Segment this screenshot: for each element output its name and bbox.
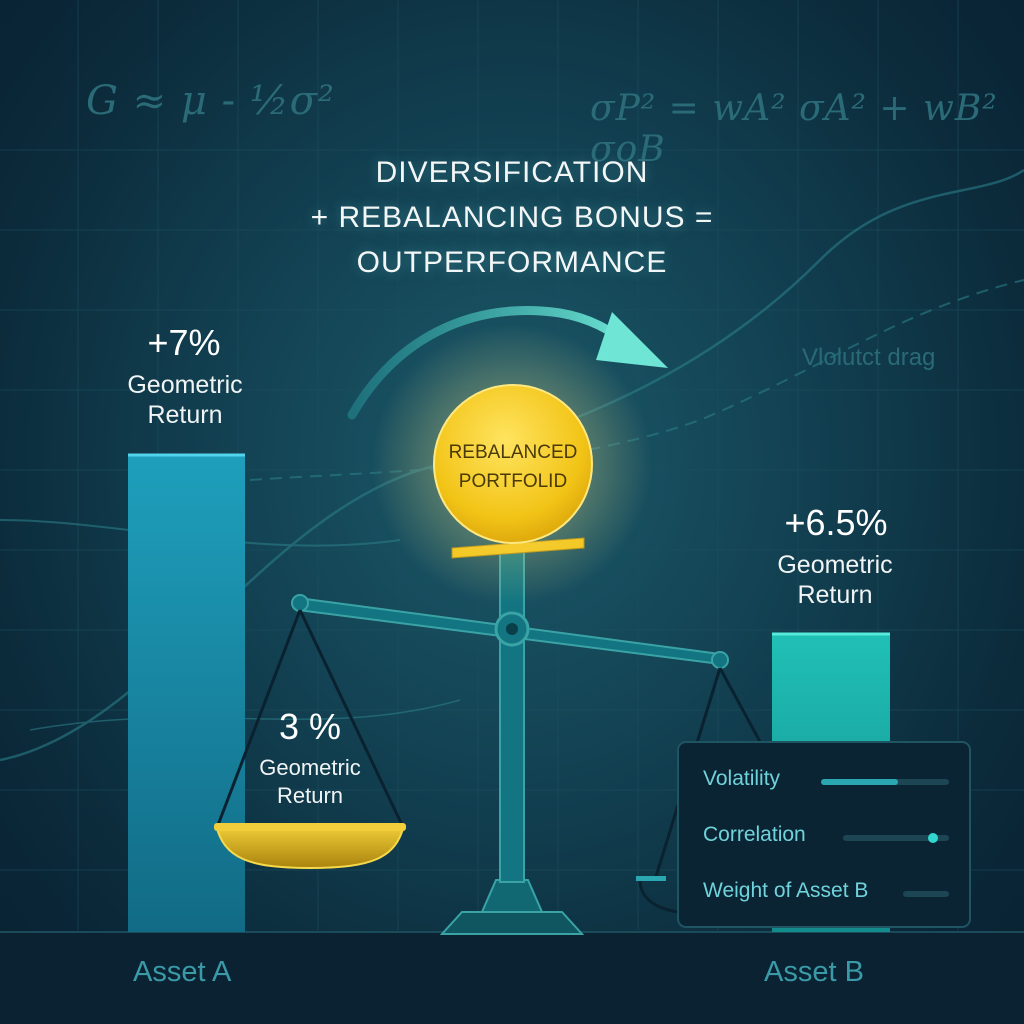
headline-line-2: + REBALANCING BONUS = xyxy=(310,201,714,234)
volatility-fill xyxy=(821,779,898,785)
asset-b-label-line-2: Return xyxy=(797,581,873,609)
volatility-label: Volatility xyxy=(703,767,781,790)
coin-label: REBALANCED PORTFOLID xyxy=(430,438,596,496)
panel-row-weight-of-asset-b[interactable]: Weight of Asset B xyxy=(703,879,963,909)
headline: DIVERSIFICATION + REBALANCING BONUS = OU… xyxy=(262,150,762,285)
rebalanced-portfolio-coin xyxy=(372,324,652,604)
asset-b-label: Geometric Return xyxy=(750,550,920,610)
asset-a-label-line-1: Geometric xyxy=(127,371,243,399)
left-pan-label-line-1: Geometric xyxy=(259,755,361,780)
headline-line-1: DIVERSIFICATION xyxy=(375,156,649,189)
faint-note: Vlolutct drag xyxy=(802,344,936,371)
parameter-panel: Volatility Correlation Weight of Asset B xyxy=(677,741,971,928)
panel-row-correlation[interactable]: Correlation xyxy=(703,823,963,853)
volatility-slider[interactable] xyxy=(821,779,949,785)
left-pan-value: 3 % xyxy=(278,706,342,747)
correlation-label: Correlation xyxy=(703,823,806,846)
floor xyxy=(0,932,1024,1024)
asset-b-value: +6.5% xyxy=(784,502,888,543)
coin-label-line-1: REBALANCED xyxy=(448,442,578,463)
headline-line-3: OUTPERFORMANCE xyxy=(356,246,668,279)
weight-of-asset-b-label: Weight of Asset B xyxy=(703,879,869,902)
left-pan-label-line-2: Return xyxy=(276,783,344,808)
asset-a-label-line-2: Return xyxy=(147,401,223,429)
geometric-return-formula: G ≈ μ - ½σ² xyxy=(86,78,335,124)
asset-b-label-line-1: Geometric xyxy=(777,551,893,579)
curved-arrow xyxy=(347,306,668,420)
weight-of-asset-b-slider[interactable] xyxy=(903,891,949,897)
portfolio-variance-formula: σP² = wA² σA² + wB² σoB xyxy=(590,88,998,170)
correlation-slider[interactable] xyxy=(843,833,949,843)
coin-label-line-2: PORTFOLID xyxy=(458,471,568,492)
bar-asset-a xyxy=(128,455,245,932)
asset-b-name: Asset B xyxy=(764,956,864,988)
asset-a-value: +7% xyxy=(147,322,221,363)
correlation-knob[interactable] xyxy=(928,833,939,843)
left-pan-label: Geometric Return xyxy=(230,754,390,810)
panel-row-volatility[interactable]: Volatility xyxy=(703,767,963,797)
asset-a-label: Geometric Return xyxy=(100,370,270,430)
asset-a-name: Asset A xyxy=(133,956,232,988)
